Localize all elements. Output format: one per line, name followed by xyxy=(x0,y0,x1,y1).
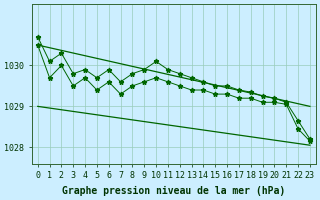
X-axis label: Graphe pression niveau de la mer (hPa): Graphe pression niveau de la mer (hPa) xyxy=(62,186,285,196)
